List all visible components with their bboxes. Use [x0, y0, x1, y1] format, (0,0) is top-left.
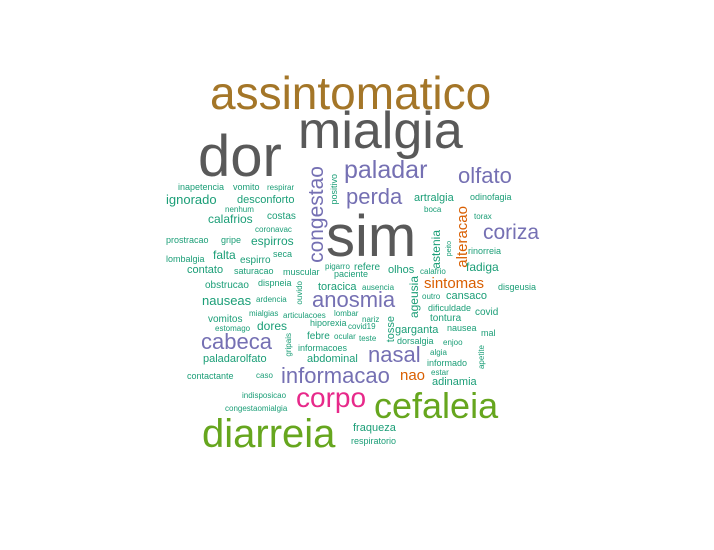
- word-olhos: olhos: [388, 264, 415, 276]
- word-calafrios: calafrios: [208, 212, 253, 226]
- word-paciente: paciente: [334, 269, 369, 279]
- word-artralgia: artralgia: [414, 192, 454, 204]
- word-informacao: informacao: [281, 363, 390, 388]
- word-teste: teste: [359, 334, 377, 343]
- word-muscular: muscular: [283, 267, 320, 277]
- word-ardencia: ardencia: [256, 295, 287, 304]
- word-dor: dor: [198, 124, 282, 189]
- word-mialgias: mialgias: [249, 309, 279, 318]
- word-seca: seca: [273, 249, 293, 259]
- word-dispneia: dispneia: [258, 278, 292, 288]
- word-positivo: positivo: [329, 174, 339, 205]
- word-astenia: astenia: [429, 230, 443, 269]
- word-vomito: vomito: [233, 182, 260, 192]
- word-nariz: nariz: [362, 315, 380, 324]
- word-nauseas: nauseas: [202, 293, 252, 308]
- word-congestaomialgia: congestaomialgia: [225, 404, 288, 413]
- word-mal: mal: [481, 328, 496, 338]
- word-estomago: estomago: [215, 324, 251, 333]
- word-boca: boca: [424, 205, 442, 214]
- word-respiratorio: respiratorio: [351, 436, 397, 446]
- word-lombar: lombar: [334, 309, 359, 318]
- word-nao: nao: [400, 367, 426, 384]
- word-informado: informado: [427, 358, 468, 368]
- word-informacoes: informacoes: [298, 343, 348, 353]
- word-gripais: gripais: [284, 333, 293, 357]
- word-respirar: respirar: [267, 183, 295, 192]
- word-espirros: espirros: [251, 234, 294, 248]
- word-toracica: toracica: [318, 281, 357, 293]
- word-espirro: espirro: [240, 255, 271, 266]
- word-dores: dores: [257, 319, 288, 333]
- word-estar: estar: [431, 368, 449, 377]
- word-paladarolfato: paladarolfato: [203, 353, 267, 365]
- word-contactante: contactante: [187, 371, 234, 381]
- word-garganta: garganta: [395, 324, 439, 336]
- word-disgeusia: disgeusia: [498, 282, 537, 292]
- word-costas: costas: [267, 211, 296, 222]
- word-hiporexia: hiporexia: [310, 318, 347, 328]
- word-lombalgia: lombalgia: [166, 254, 205, 264]
- word-olfato: olfato: [458, 163, 512, 188]
- word-nausea: nausea: [447, 323, 477, 333]
- word-ausencia: ausencia: [362, 283, 395, 292]
- word-cefaleia: cefaleia: [374, 385, 499, 426]
- word-covid19: covid19: [348, 322, 376, 331]
- word-articulacoes: articulacoes: [283, 311, 326, 320]
- word-torax: torax: [474, 212, 492, 221]
- word-tontura: tontura: [430, 313, 462, 324]
- word-assintomatico: assintomatico: [210, 67, 492, 119]
- word-ouvido: ouvido: [295, 281, 304, 305]
- word-cabeca: cabeca: [201, 329, 272, 354]
- word-algia: algia: [430, 348, 447, 357]
- word-abdominal: abdominal: [307, 353, 358, 365]
- word-rinorreia: rinorreia: [468, 246, 502, 256]
- word-paladar: paladar: [344, 156, 428, 184]
- word-caso: caso: [256, 371, 273, 380]
- word-enjoo: enjoo: [443, 338, 463, 347]
- word-obstrucao: obstrucao: [205, 280, 249, 291]
- word-ageusia: ageusia: [407, 276, 421, 319]
- word-inapetencia: inapetencia: [178, 182, 225, 192]
- word-coronavac: coronavac: [255, 225, 292, 234]
- word-adinamia: adinamia: [432, 376, 477, 388]
- word-vomitos: vomitos: [208, 314, 243, 325]
- word-sintomas: sintomas: [424, 275, 485, 292]
- word-odinofagia: odinofagia: [470, 192, 512, 202]
- word-cansaco: cansaco: [446, 290, 487, 302]
- word-outro: outro: [422, 292, 441, 301]
- word-anosmia: anosmia: [312, 287, 396, 312]
- word-congestao: congestao: [305, 166, 328, 263]
- word-nasal: nasal: [368, 342, 421, 367]
- word-calafrio: calafrio: [420, 267, 446, 276]
- word-prostracao: prostracao: [166, 235, 209, 245]
- word-refere: refere: [354, 262, 381, 273]
- word-coriza: coriza: [483, 221, 540, 244]
- word-indisposicao: indisposicao: [242, 391, 287, 400]
- word-pigarro: pigarro: [325, 262, 350, 271]
- word-ignorado: ignorado: [166, 192, 217, 207]
- word-ocular: ocular: [334, 332, 356, 341]
- word-febre: febre: [307, 331, 330, 342]
- word-diarreia: diarreia: [202, 412, 336, 456]
- word-covid: covid: [475, 307, 499, 318]
- word-contato: contato: [187, 264, 224, 276]
- word-gripe: gripe: [221, 235, 242, 245]
- word-alteracao: alteracao: [454, 206, 471, 268]
- word-corpo: corpo: [296, 382, 367, 413]
- word-dorsalgia: dorsalgia: [397, 336, 434, 346]
- word-sim: sim: [326, 204, 417, 269]
- word-perda: perda: [346, 184, 403, 209]
- word-dificuldade: dificuldade: [428, 303, 472, 313]
- word-falta: falta: [213, 248, 236, 262]
- word-mialgia: mialgia: [298, 102, 463, 160]
- word-fadiga: fadiga: [466, 260, 499, 274]
- word-peito: peito: [446, 241, 453, 257]
- word-fraqueza: fraqueza: [353, 422, 396, 434]
- word-saturacao: saturacao: [234, 266, 274, 276]
- word-desconforto: desconforto: [237, 194, 295, 206]
- word-nenhum: nenhum: [225, 205, 254, 214]
- word-apetite: apetite: [477, 345, 486, 370]
